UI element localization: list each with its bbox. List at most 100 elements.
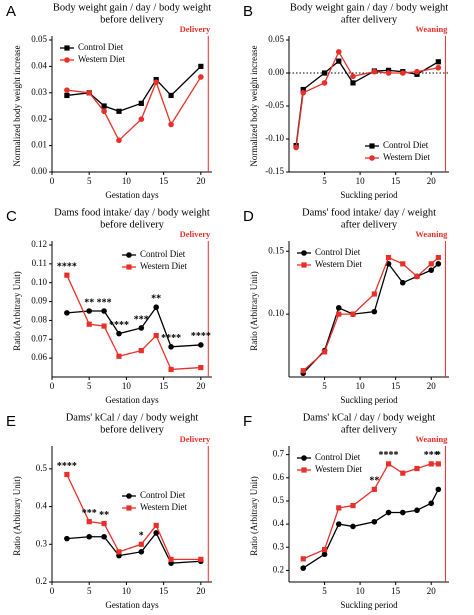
chart-title: after delivery	[341, 14, 398, 25]
marker	[300, 556, 306, 562]
marker	[86, 90, 93, 96]
event-label: Weaning	[415, 229, 448, 239]
marker	[101, 533, 107, 540]
x-tick-label: 20	[427, 586, 437, 596]
panel-letter: D	[243, 208, 254, 225]
x-tick-label: 15	[159, 176, 169, 186]
y-tick-label: 0.01	[31, 140, 47, 150]
marker	[293, 144, 299, 151]
panel-letter: F	[243, 413, 252, 430]
x-tick-label: 15	[391, 586, 401, 596]
legend-marker	[64, 57, 70, 63]
marker	[336, 58, 342, 64]
marker	[350, 502, 356, 509]
x-axis-label: Suckling period	[340, 600, 398, 610]
marker	[300, 565, 307, 571]
x-tick-label: 5	[87, 586, 92, 596]
y-tick-label: 0.03	[31, 87, 47, 97]
marker	[198, 74, 204, 80]
x-tick-label: 20	[427, 176, 437, 186]
y-tick-label: 0.00	[268, 67, 284, 77]
x-tick-label: 10	[356, 381, 366, 391]
series-line	[295, 50, 439, 148]
x-axis-label: Gestation days	[105, 600, 159, 610]
significance: ****	[161, 333, 181, 344]
legend-label: Western Diet	[140, 261, 188, 271]
marker	[385, 254, 392, 261]
chart-title: before delivery	[100, 14, 165, 25]
significance: *	[436, 450, 441, 461]
series-line	[66, 76, 202, 142]
marker	[168, 344, 174, 350]
y-tick-label: -0.15	[265, 166, 284, 176]
marker	[153, 522, 159, 529]
marker	[385, 509, 392, 516]
marker	[371, 518, 378, 525]
marker	[414, 465, 420, 472]
x-axis-label: Gestation days	[105, 190, 159, 200]
legend-label: Western Diet	[140, 502, 188, 512]
y-tick-label: 0.7	[273, 449, 285, 459]
legend-marker	[64, 45, 70, 51]
y-tick-label: -0.05	[265, 100, 284, 110]
y-tick-label: 0.11	[32, 258, 47, 268]
marker	[428, 500, 435, 507]
legend-marker	[301, 250, 307, 256]
marker	[321, 551, 328, 558]
y-axis-label: Ratio (Arbitrary Unit)	[12, 271, 22, 350]
marker	[64, 272, 70, 278]
x-tick-label: 5	[87, 176, 92, 186]
y-axis-label: Ratio (Arbitrary Unit)	[12, 476, 22, 555]
event-label: Weaning	[415, 24, 448, 34]
event-label: Delivery	[180, 24, 211, 34]
legend-marker	[126, 505, 132, 511]
x-tick-label: 15	[391, 176, 401, 186]
marker	[336, 311, 342, 317]
x-tick-label: 20	[196, 381, 206, 391]
series-line	[295, 60, 439, 146]
marker	[116, 549, 122, 555]
marker	[414, 507, 420, 514]
marker	[198, 63, 204, 69]
significance: ***	[424, 450, 439, 461]
marker	[435, 59, 441, 65]
significance: ****	[379, 450, 399, 461]
chart-title: Dams' kCal / day / body weight	[66, 412, 199, 423]
x-axis-label: Suckling period	[340, 395, 398, 405]
marker	[300, 90, 307, 96]
y-tick-label: 0.15	[268, 245, 284, 255]
marker	[64, 92, 70, 99]
series-line	[302, 256, 439, 372]
legend-marker	[369, 143, 375, 149]
y-axis-label: Ratio (Arbitrary Unit)	[249, 271, 259, 350]
y-tick-label: 0.07	[31, 333, 47, 343]
marker	[138, 116, 145, 122]
marker	[371, 486, 377, 492]
marker	[138, 549, 145, 555]
y-tick-label: 0.5	[273, 495, 285, 505]
event-label: Delivery	[180, 434, 211, 444]
legend-label: Control Diet	[315, 452, 361, 462]
marker	[64, 471, 70, 478]
marker	[399, 279, 406, 286]
marker	[300, 368, 306, 374]
significance: **	[99, 510, 109, 521]
marker	[168, 92, 174, 99]
y-tick-label: 0.05	[31, 34, 47, 44]
marker	[336, 505, 342, 511]
marker	[385, 70, 392, 76]
y-tick-label: 0.2	[273, 564, 284, 574]
x-tick-label: 0	[50, 176, 55, 186]
marker	[400, 470, 406, 476]
marker	[335, 521, 342, 527]
panel: A Body weight gain / day / body weightbef…	[6, 2, 212, 200]
significance: **	[369, 476, 379, 487]
y-tick-label: 0.04	[31, 60, 47, 70]
marker	[335, 49, 342, 55]
event-label: Weaning	[415, 434, 448, 444]
marker	[414, 68, 420, 75]
x-tick-label: 10	[122, 381, 132, 391]
marker	[428, 261, 434, 267]
y-tick-label: 0.3	[273, 541, 285, 551]
marker	[371, 68, 378, 75]
